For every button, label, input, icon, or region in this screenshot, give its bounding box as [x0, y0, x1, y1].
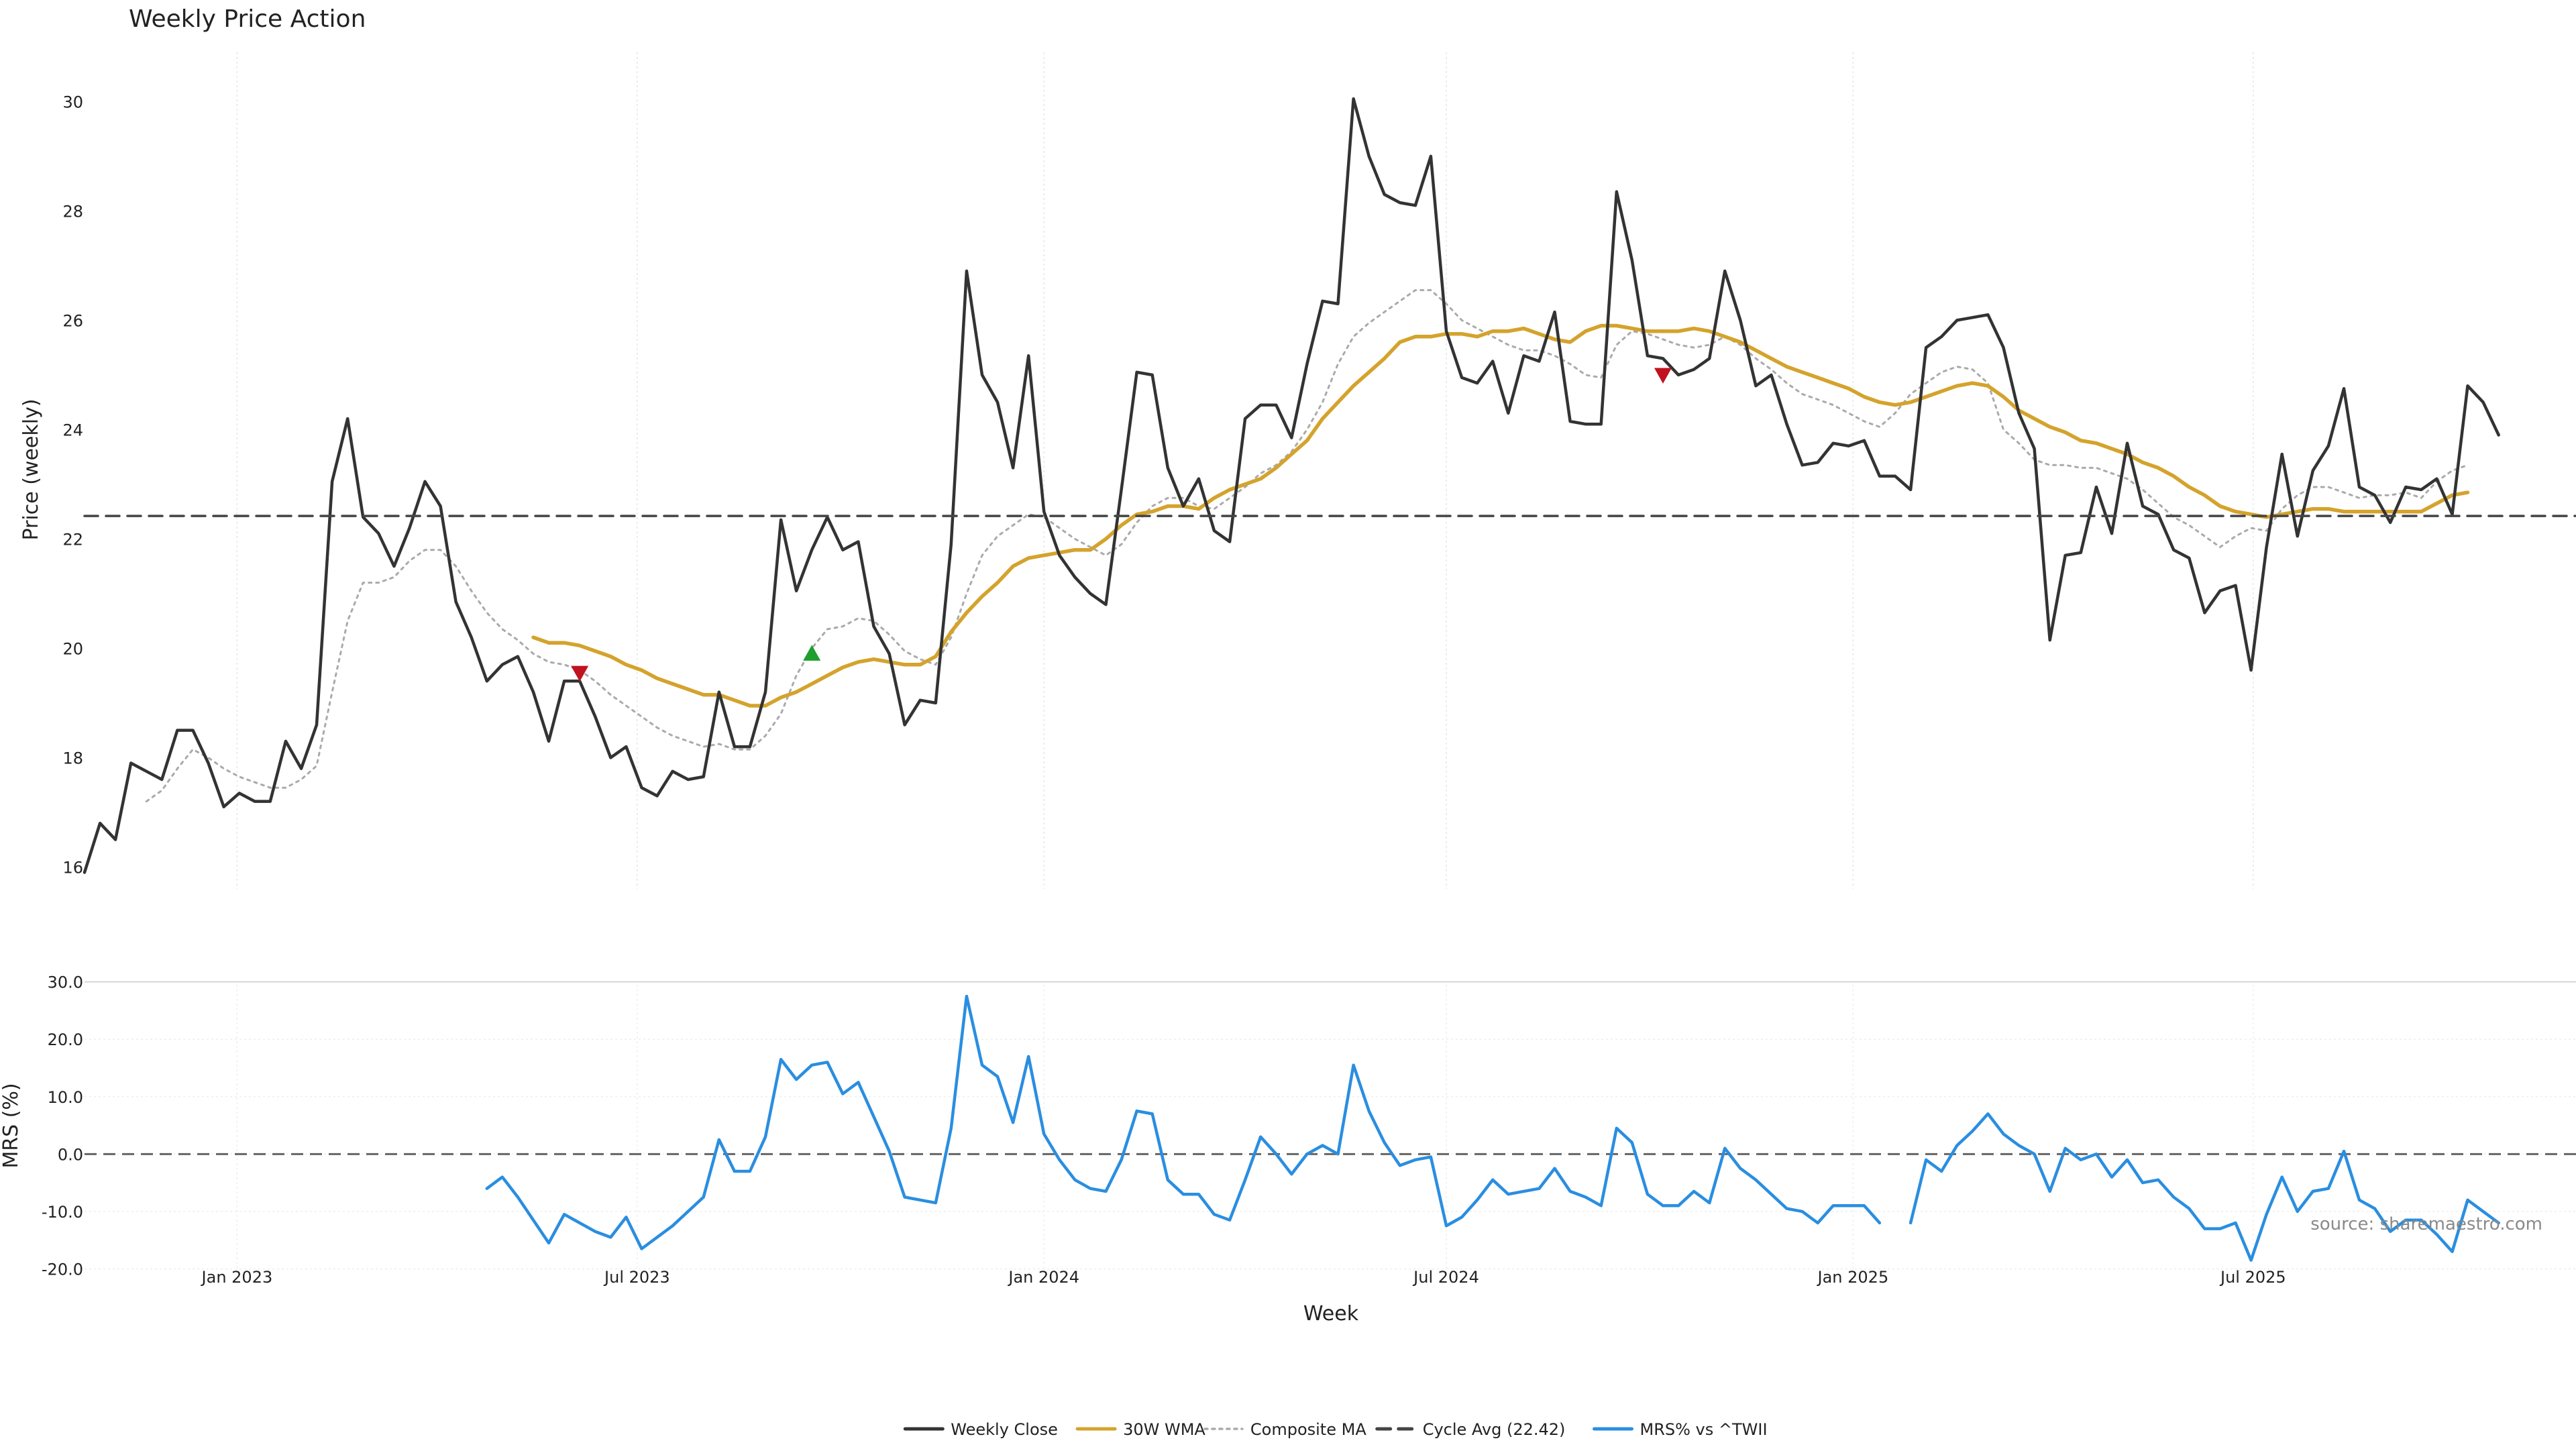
x-ticks: Jan 2023 Jul 2023 Jan 2024 Jul 2024 Jan 2025…	[201, 1268, 2286, 1287]
price-y-tick-label: 20	[62, 639, 83, 658]
legend-entry-label: Composite MA	[1250, 1420, 1366, 1439]
weekly-close-line	[83, 97, 2500, 874]
legend-entry-label: MRS% vs ^TWII	[1640, 1420, 1768, 1439]
price-series	[83, 97, 2576, 874]
buy-signal-marker	[803, 645, 821, 661]
x-tick-label: Jan 2025	[1817, 1268, 1889, 1287]
mrs-y-tick-label: 30.0	[48, 973, 83, 992]
x-tick-label: Jan 2023	[201, 1268, 273, 1287]
mrs-y-tick-label: 10.0	[48, 1088, 83, 1107]
x-axis-label: Week	[1303, 1302, 1359, 1326]
price-y-tick-label: 18	[62, 749, 83, 767]
legend-entry-label: Weekly Close	[951, 1420, 1058, 1439]
x-tick-label: Jul 2023	[603, 1268, 670, 1287]
legend-entry-label: Cycle Avg (22.42)	[1423, 1420, 1566, 1439]
price-y-tick-label: 24	[62, 421, 83, 439]
mrs-y-label: MRS (%)	[0, 1083, 23, 1168]
legend: Weekly Close 30W WMA Composite MA Cycle Avg…	[903, 1420, 1768, 1439]
price-y-tick-label: 16	[62, 858, 83, 877]
mrs-y-tick-label: -20.0	[42, 1260, 83, 1279]
mrs-y-tick-label: 0.0	[58, 1145, 83, 1164]
mrs-line	[485, 994, 2500, 1262]
price-y-tick-label: 22	[62, 530, 83, 549]
wma-line	[531, 323, 2470, 708]
price-y-tick-label: 26	[62, 311, 83, 330]
mrs-grid	[85, 981, 2576, 1275]
price-y-tick-label: 28	[62, 202, 83, 221]
price-y-tick-label: 30	[62, 93, 83, 111]
mrs-y-tick-label: -10.0	[42, 1203, 83, 1222]
legend-entry-label: 30W WMA	[1123, 1420, 1205, 1439]
source-note: source: sharemaestro.com	[2310, 1214, 2542, 1234]
price-y-label: Price (weekly)	[19, 398, 43, 540]
x-tick-label: Jan 2024	[1007, 1268, 1079, 1287]
composite-ma-line	[145, 289, 2469, 803]
price-y-ticks: 16 18 20 22 24 26 28 30	[62, 93, 83, 877]
price-grid	[236, 52, 2254, 889]
sell-signal-marker	[1654, 368, 1672, 384]
price-markers	[571, 368, 1672, 682]
mrs-series	[485, 994, 2500, 1262]
x-tick-label: Jul 2024	[1412, 1268, 1479, 1287]
x-tick-label: Jul 2025	[2219, 1268, 2286, 1287]
mrs-y-ticks: 30.0 20.0 10.0 0.0 -10.0 -20.0	[42, 973, 83, 1279]
sell-signal-marker	[571, 665, 589, 682]
mrs-y-tick-label: 20.0	[48, 1030, 83, 1049]
chart-title: Weekly Price Action	[129, 5, 366, 33]
